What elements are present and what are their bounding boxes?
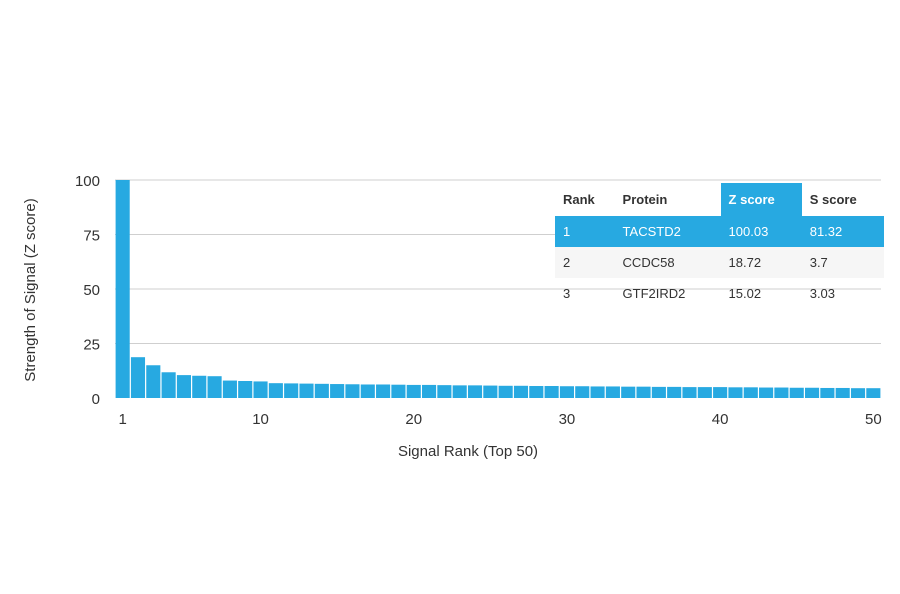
bar <box>529 386 544 398</box>
bar <box>513 385 529 398</box>
bar <box>222 380 237 398</box>
bar <box>667 386 682 398</box>
x-tick-label: 10 <box>252 411 269 428</box>
header-s-score: S score <box>801 183 884 216</box>
bar <box>345 384 360 398</box>
bar <box>789 387 804 398</box>
cell-s-score: 3.03 <box>809 286 836 301</box>
bar <box>299 383 314 398</box>
bar <box>743 387 758 398</box>
bar <box>805 387 820 398</box>
bar <box>406 384 421 398</box>
cell-protein: TACSTD2 <box>614 216 721 247</box>
bar <box>146 365 161 398</box>
y-tick-label: 25 <box>83 337 100 354</box>
bar <box>651 386 666 398</box>
bar <box>452 385 467 398</box>
bar <box>284 383 299 398</box>
bar <box>682 387 697 398</box>
bar <box>774 387 789 398</box>
bar <box>697 387 712 398</box>
y-tick-label: 100 <box>75 173 100 190</box>
bar <box>713 387 728 398</box>
y-tick-label: 50 <box>83 282 100 299</box>
bar <box>391 384 406 398</box>
x-tick-label: 20 <box>405 411 422 428</box>
x-tick-label: 40 <box>712 411 729 428</box>
bar <box>759 387 774 398</box>
x-tick-label: 50 <box>865 411 882 428</box>
bar <box>422 384 437 398</box>
bar <box>820 387 835 398</box>
table-header: Rank Protein Z score S score <box>555 183 884 216</box>
bar <box>866 388 881 398</box>
bar <box>176 375 191 398</box>
bar <box>728 387 743 398</box>
bar <box>253 381 268 398</box>
bar <box>483 385 498 398</box>
x-tick-label: 30 <box>559 411 576 428</box>
cell-z-score: 15.02 <box>728 286 762 301</box>
bar <box>238 380 253 398</box>
bar <box>314 383 329 398</box>
cell-rank: 3 <box>563 286 571 301</box>
bar <box>590 386 605 398</box>
bar <box>115 180 130 398</box>
bar <box>130 357 146 398</box>
top-proteins-table: Rank Protein Z score S score 1 TACSTD2 1… <box>555 183 884 309</box>
cell-z-score: 18.72 <box>720 247 802 278</box>
table-row: 1 TACSTD2 100.03 81.32 <box>555 216 884 247</box>
table-row: 3 GTF2IRD2 15.02 3.03 <box>555 278 884 309</box>
bar <box>850 388 866 398</box>
x-axis-title: Signal Rank (Top 50) <box>398 443 538 460</box>
bar <box>559 386 574 398</box>
bar <box>207 376 222 398</box>
y-tick-label: 0 <box>92 391 100 408</box>
cell-z-score: 100.03 <box>720 216 802 247</box>
cell-protein: GTF2IRD2 <box>622 286 686 301</box>
bar <box>376 384 391 398</box>
header-rank: Rank <box>555 183 615 216</box>
x-tick-label: 1 <box>118 411 126 428</box>
bar <box>636 386 651 398</box>
bar <box>437 385 452 398</box>
bar <box>575 386 590 398</box>
bar <box>605 386 620 398</box>
bar <box>192 375 207 398</box>
y-axis-title: Strength of Signal (Z score) <box>22 198 39 381</box>
bar <box>268 383 283 398</box>
bar <box>360 384 375 398</box>
y-tick-label: 75 <box>83 228 100 245</box>
bar <box>544 386 559 398</box>
header-protein: Protein <box>614 183 721 216</box>
header-z-score: Z score <box>720 183 802 216</box>
bar <box>330 384 345 398</box>
bar <box>467 385 483 398</box>
cell-rank: 2 <box>555 247 615 278</box>
bar <box>835 387 850 398</box>
table-row: 2 CCDC58 18.72 3.7 <box>555 247 884 278</box>
bar <box>498 385 513 398</box>
cell-protein: CCDC58 <box>614 247 721 278</box>
bar <box>161 372 176 398</box>
cell-s-score: 3.7 <box>801 247 884 278</box>
cell-s-score: 81.32 <box>801 216 884 247</box>
cell-rank: 1 <box>555 216 615 247</box>
bar <box>621 386 636 398</box>
